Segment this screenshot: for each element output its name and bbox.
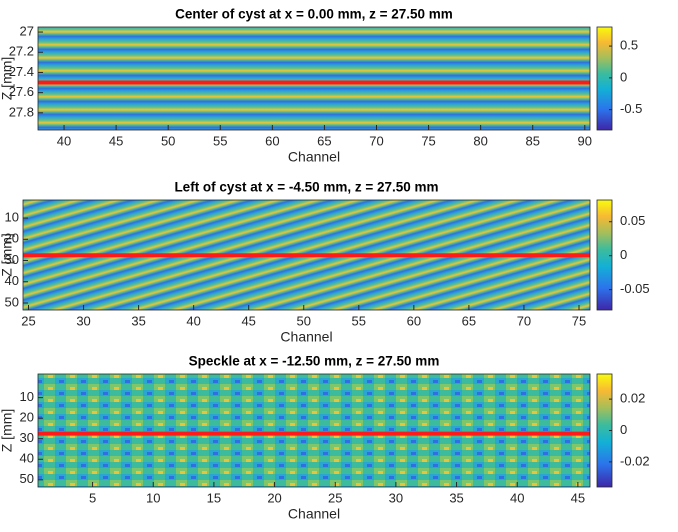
chart-title: Left of cyst at x = -4.50 mm, z = 27.50 …: [174, 180, 438, 195]
chart-title: Speckle at x = -12.50 mm, z = 27.50 mm: [189, 354, 440, 369]
x-tick-label: 60: [265, 133, 279, 148]
axes-box: [22, 199, 591, 311]
colorbar-tick-label: 0.02: [620, 391, 645, 406]
x-tick-label: 10: [146, 490, 160, 505]
x-tick-label: 35: [131, 313, 145, 328]
colorbar-tick-label: 0: [620, 69, 627, 84]
y-axis-label: Z [mm]: [0, 409, 15, 453]
colorbar-tick-label: -0.5: [620, 101, 642, 116]
x-tick-label: 5: [89, 490, 96, 505]
x-axis-label: Channel: [280, 329, 332, 345]
x-tick-label: 45: [109, 133, 123, 148]
x-tick-label: 30: [389, 490, 403, 505]
image: [38, 374, 590, 487]
x-tick-label: 45: [241, 313, 255, 328]
x-tick-label: 25: [21, 313, 35, 328]
x-tick-label: 15: [207, 490, 221, 505]
x-tick-label: 60: [407, 313, 421, 328]
x-tick-label: 40: [57, 133, 71, 148]
colorbar-tick-label: 0.05: [620, 213, 645, 228]
y-tick-label: 27.2: [9, 44, 34, 59]
colorbar-tick-label: 0: [620, 247, 627, 262]
x-tick-label: 55: [352, 313, 366, 328]
x-axis-label: Channel: [288, 506, 340, 522]
colorbar-tick-label: -0.02: [620, 453, 650, 468]
x-tick-label: 85: [525, 133, 539, 148]
x-tick-label: 50: [161, 133, 175, 148]
colorbar-tick-label: 0.5: [620, 38, 638, 53]
x-tick-label: 50: [297, 313, 311, 328]
y-tick-label: 20: [5, 231, 19, 246]
y-tick-label: 10: [20, 389, 34, 404]
x-tick-label: 30: [76, 313, 90, 328]
axes-box: [37, 373, 591, 488]
colorbar: [596, 199, 613, 311]
y-tick-label: 30: [5, 252, 19, 267]
x-tick-label: 90: [578, 133, 592, 148]
chart-title: Center of cyst at x = 0.00 mm, z = 27.50…: [175, 7, 453, 22]
y-tick-label: 30: [20, 430, 34, 445]
x-axis-label: Channel: [288, 149, 340, 165]
y-axis-label: Z [mm]: [0, 57, 15, 101]
y-tick-label: 40: [5, 273, 19, 288]
colorbar: [596, 26, 613, 131]
x-tick-label: 35: [449, 490, 463, 505]
x-tick-label: 80: [473, 133, 487, 148]
y-tick-label: 50: [20, 471, 34, 486]
y-tick-label: 27.6: [9, 84, 34, 99]
y-tick-label: 27.8: [9, 104, 34, 119]
x-tick-label: 75: [572, 313, 586, 328]
y-tick-label: 27.4: [9, 64, 34, 79]
y-tick-label: 10: [5, 209, 19, 224]
y-tick-label: 50: [5, 294, 19, 309]
x-tick-label: 55: [213, 133, 227, 148]
colorbar-tick-label: -0.05: [620, 281, 650, 296]
x-tick-label: 70: [517, 313, 531, 328]
axes-box: [37, 26, 591, 131]
y-tick-label: 40: [20, 451, 34, 466]
x-tick-label: 65: [462, 313, 476, 328]
x-tick-label: 40: [186, 313, 200, 328]
image: [38, 27, 590, 130]
x-tick-label: 25: [328, 490, 342, 505]
x-tick-label: 65: [317, 133, 331, 148]
x-tick-label: 70: [369, 133, 383, 148]
colorbar-tick-label: 0: [620, 422, 627, 437]
x-tick-label: 20: [267, 490, 281, 505]
x-tick-label: 75: [421, 133, 435, 148]
x-tick-label: 40: [510, 490, 524, 505]
y-tick-label: 20: [20, 410, 34, 425]
y-axis-label: Z [mm]: [0, 233, 15, 277]
y-tick-label: 27: [20, 23, 34, 38]
x-tick-label: 45: [571, 490, 585, 505]
